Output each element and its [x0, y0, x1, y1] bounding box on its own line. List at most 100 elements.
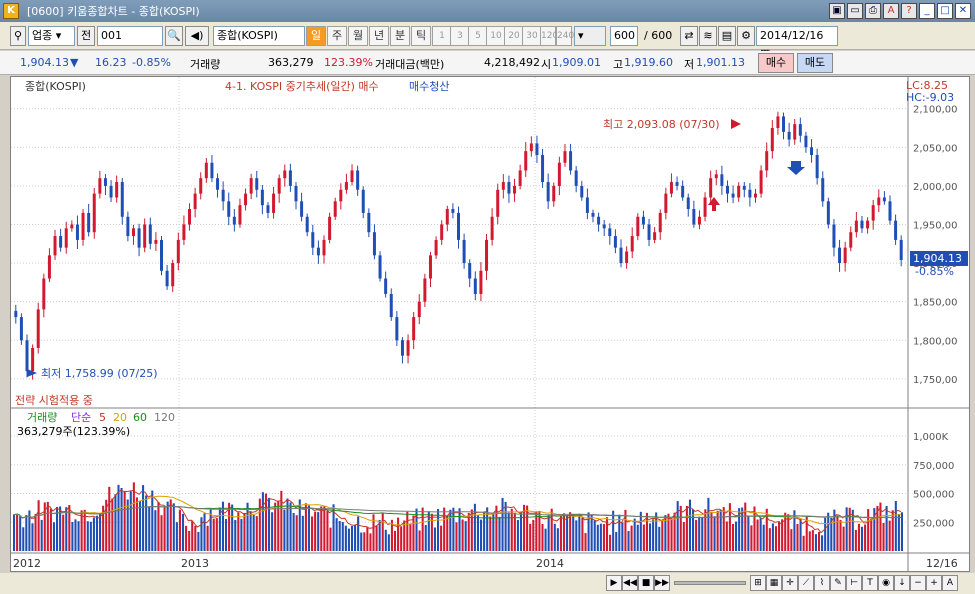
- volume-bar: [569, 512, 572, 551]
- candle-body: [569, 151, 573, 171]
- period-minute[interactable]: 분: [390, 26, 410, 46]
- trend-icon[interactable]: ⌇: [814, 575, 830, 591]
- volume-bar: [476, 515, 480, 551]
- compare-icon[interactable]: ⇄: [680, 26, 698, 46]
- minus-icon[interactable]: −: [910, 575, 926, 591]
- period-month[interactable]: 월: [348, 26, 368, 46]
- line-icon[interactable]: ⟋: [798, 575, 814, 591]
- volume-bar: [888, 520, 891, 551]
- low-value: 1,901.13: [696, 56, 745, 69]
- rewind-icon[interactable]: ◀◀: [622, 575, 638, 591]
- font-size-icon[interactable]: A: [942, 575, 958, 591]
- jeon-button[interactable]: 전: [77, 26, 95, 46]
- forward-icon[interactable]: ▶▶: [654, 575, 670, 591]
- code-input[interactable]: 001: [97, 26, 163, 46]
- volume-bar: [621, 522, 624, 551]
- volume-bar: [135, 497, 138, 551]
- volume-bar: [661, 520, 664, 551]
- volume-bar: [728, 503, 731, 551]
- camera-icon[interactable]: ◉: [878, 575, 894, 591]
- buy-button[interactable]: 매수: [758, 53, 794, 73]
- count-input[interactable]: 600: [610, 26, 638, 46]
- amount-label: 거래대금(백만): [375, 58, 445, 71]
- indicator-icon[interactable]: ≋: [699, 26, 717, 46]
- minute-30[interactable]: 30: [522, 26, 542, 46]
- pen-icon[interactable]: ✎: [830, 575, 846, 591]
- strategy-status: 전략 시험적용 중: [15, 394, 93, 407]
- y-tick-label: 1,950,00: [913, 220, 958, 231]
- chart-area[interactable]: 2,100,002,050,002,000,001,950,001,900,00…: [10, 76, 970, 572]
- candle-body: [120, 182, 124, 217]
- market-select[interactable]: 업종 ▾: [28, 26, 75, 46]
- help-icon[interactable]: ?: [901, 3, 917, 19]
- volume-bar: [446, 515, 449, 551]
- candle-body: [42, 278, 46, 310]
- y-tick-label: 1,800,00: [913, 336, 958, 347]
- volume-bar: [99, 513, 102, 551]
- volume-bar: [836, 515, 839, 551]
- search-book-icon[interactable]: ⚲: [10, 26, 26, 46]
- period-tick[interactable]: 틱: [411, 26, 431, 46]
- volume-bar: [596, 524, 599, 551]
- candle-body: [417, 301, 421, 318]
- sell-button[interactable]: 매도: [797, 53, 833, 73]
- search-icon[interactable]: 🔍: [165, 26, 183, 46]
- crosshair-icon[interactable]: ✛: [782, 575, 798, 591]
- volume-bar: [28, 510, 31, 551]
- window-icon[interactable]: ▭: [847, 3, 863, 19]
- minute-3[interactable]: 3: [450, 26, 470, 46]
- volume-bar: [363, 532, 366, 551]
- candle-body: [70, 224, 74, 229]
- minute-10[interactable]: 10: [486, 26, 506, 46]
- stop-icon[interactable]: ■: [638, 575, 654, 591]
- period-day[interactable]: 일: [306, 26, 326, 46]
- ruler-icon[interactable]: ⊢: [846, 575, 862, 591]
- layout-icon[interactable]: ▣: [829, 3, 845, 19]
- plus-icon[interactable]: +: [926, 575, 942, 591]
- volume-bar: [756, 519, 759, 551]
- scroll-right-icon[interactable]: ▶: [606, 575, 622, 591]
- font-icon[interactable]: A: [883, 3, 899, 19]
- scroll-slider[interactable]: [674, 581, 746, 585]
- volume-bar: [480, 519, 483, 551]
- minute-1[interactable]: 1: [432, 26, 452, 46]
- minute-20[interactable]: 20: [504, 26, 524, 46]
- text-icon[interactable]: T: [862, 575, 878, 591]
- candle-body: [434, 239, 438, 256]
- candle-body: [160, 239, 163, 271]
- close-button[interactable]: ✕: [955, 3, 971, 19]
- volume-bar: [636, 524, 639, 551]
- volume-bar: [470, 509, 473, 551]
- date-input[interactable]: 2014/12/16 ▦: [756, 26, 838, 60]
- minute-240[interactable]: 240: [556, 26, 574, 46]
- minimize-button[interactable]: _: [919, 3, 935, 19]
- candle-body: [636, 216, 640, 237]
- volume-bar: [778, 521, 781, 551]
- custom-period-select[interactable]: ▾: [574, 26, 606, 46]
- volume-bar: [212, 518, 215, 551]
- last-price-label: 1,904.13: [913, 252, 962, 265]
- settings-icon[interactable]: ⚙: [737, 26, 755, 46]
- volume-bar: [246, 502, 249, 551]
- period-year[interactable]: 년: [369, 26, 389, 46]
- minute-120[interactable]: 120: [540, 26, 558, 46]
- save-icon[interactable]: ▤: [718, 26, 736, 46]
- speaker-icon[interactable]: ◀): [185, 26, 209, 46]
- minute-5[interactable]: 5: [468, 26, 488, 46]
- name-field[interactable]: 종합(KOSPI): [213, 26, 305, 46]
- volume-bar: [851, 509, 854, 551]
- arrow-down-icon[interactable]: ↓: [894, 575, 910, 591]
- volume-bar: [848, 507, 851, 551]
- period-week[interactable]: 주: [327, 26, 347, 46]
- candle-body: [457, 212, 460, 240]
- volume-bar: [221, 501, 224, 551]
- zoom-icon[interactable]: ⊞: [750, 575, 766, 591]
- volume-bar: [876, 505, 879, 551]
- maximize-button[interactable]: □: [937, 3, 953, 19]
- grid-icon[interactable]: ▦: [766, 575, 782, 591]
- price-chart[interactable]: 2,100,002,050,002,000,001,950,001,900,00…: [11, 77, 969, 571]
- volume-bar: [581, 517, 584, 551]
- volume-bar: [49, 508, 52, 551]
- volume-bar: [378, 519, 381, 551]
- print-icon[interactable]: ⎙: [865, 3, 881, 19]
